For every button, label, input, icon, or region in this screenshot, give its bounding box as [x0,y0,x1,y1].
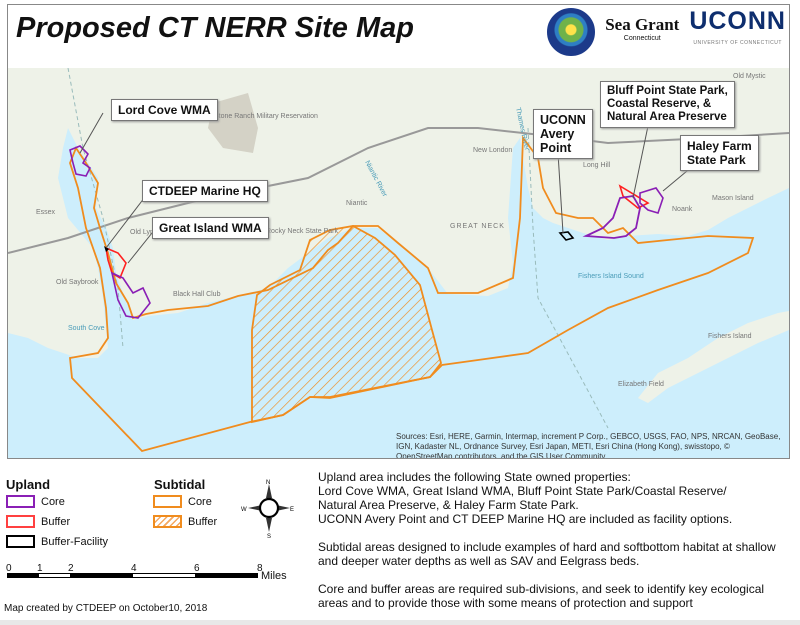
leader-great-island [127,227,157,264]
label-great-neck: GREAT NECK [450,223,505,230]
scale-tick: 0 [6,563,12,574]
uconn-logo: UCONN UNIVERSITY OF CONNECTICUT [689,7,786,47]
label-stone-ranch: Stone Ranch Military Reservation [214,113,318,120]
legend-upland-core: Core [6,495,65,508]
note-subtidal: Subtidal areas designed to include examp… [318,540,776,568]
legend-subtidal-buffer: Buffer [153,515,217,528]
label-black-hall: Black Hall Club [173,291,221,298]
ctdeep-facility [104,246,109,252]
map-svg: Essex Stone Ranch Military Reservation O… [8,68,789,458]
sea-grant-logo: Sea Grant Connecticut [605,15,680,42]
map-sources-attribution: Sources: Esri, HERE, Garmin, Intermap, i… [396,432,781,458]
river-channel [67,68,609,429]
subtidal-core-outline [69,135,755,453]
callout-ctdeep-hq: CTDEEP Marine HQ [142,180,268,202]
haley-farm-core [639,187,664,214]
compass-n: N [266,480,270,486]
legend-upland-buffer: Buffer [6,515,70,528]
scale-tick: 8 [257,563,263,574]
note-upland: Upland area includes the following State… [318,470,733,526]
page-title: Proposed CT NERR Site Map [16,12,414,44]
swatch-subtidal-core [153,495,182,508]
note-core-buffer: Core and buffer areas are required sub-d… [318,582,765,610]
scale-bar: 0 1 2 4 6 8 Miles [6,562,296,587]
label-noank: Noank [672,206,693,213]
scale-unit: Miles [261,570,287,582]
leader-lord-cove [79,112,104,154]
leader-avery [557,152,564,234]
scale-tick: 1 [37,563,43,574]
fishers-island [638,311,789,403]
bottom-bar [0,620,800,625]
label-niantic: Niantic [346,200,368,207]
stone-ranch-reservation [208,93,258,153]
great-island-buffer [104,246,127,280]
great-island-core [110,271,151,319]
highway-i95 [8,127,789,254]
map-notes: Upland area includes the following State… [318,470,793,624]
swatch-subtidal-buffer [153,515,182,528]
map-credit: Map created by CTDEEP on October10, 2018 [4,603,208,614]
swatch-upland-buffer [6,515,35,528]
bluff-point-core [582,195,641,239]
scale-tick: 4 [131,563,137,574]
callout-bluff-point: Bluff Point State Park, Coastal Reserve, … [600,81,735,128]
scale-tick: 2 [68,563,74,574]
label-new-london: New London [473,147,512,154]
logo-group: Sea Grant Connecticut UCONN UNIVERSITY OF … [547,8,786,56]
compass-e: E [290,507,294,513]
label-old-lyme: Old Lyme [130,229,160,236]
label-south-cove: South Cove [68,325,105,332]
scale-tick: 6 [194,563,200,574]
label-old-saybrook: Old Saybrook [56,279,99,286]
label-old-mystic: Old Mystic [733,73,766,80]
legend-subtidal-core: Core [153,495,212,508]
label-mason-island: Mason Island [712,195,754,202]
compass-rose-icon: N E S W [241,480,294,538]
label-rocky-neck: Rocky Neck State Park [266,228,338,235]
callout-haley-farm: Haley Farm State Park [680,135,759,171]
callout-great-island: Great Island WMA [152,217,269,239]
legend-upland-heading: Upland [6,477,51,492]
label-elizabeth-field: Elizabeth Field [618,381,664,388]
compass-w: W [241,507,247,513]
leader-bluff [632,125,649,199]
callout-uconn-avery: UCONN Avery Point [533,109,593,159]
bluff-point-buffer [618,184,650,209]
deep-seal-logo [547,8,596,56]
label-essex: Essex [36,209,56,216]
swatch-upland-core [6,495,35,508]
label-long-hill: Long Hill [583,162,611,169]
label-fishers-island-sound: Fishers Island Sound [578,273,644,280]
swatch-buffer-facility [6,535,35,548]
avery-point-facility [558,231,575,241]
label-fishers-island: Fishers Island [708,333,752,340]
subtidal-buffer-hatched [251,225,442,424]
leader-ctdeep [105,192,149,249]
callout-lord-cove: Lord Cove WMA [111,99,218,121]
compass-s: S [267,534,271,538]
legend-buffer-facility: Buffer-Facility [6,535,108,548]
legend-subtidal-heading: Subtidal [154,477,206,492]
map-canvas[interactable]: Essex Stone Ranch Military Reservation O… [8,68,789,458]
